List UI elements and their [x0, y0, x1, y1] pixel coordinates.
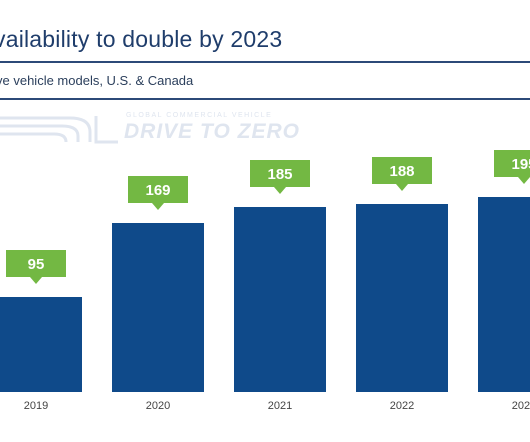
x-tick-2022: 2022 — [390, 400, 414, 412]
chart-subtitle: ve vehicle models, U.S. & Canada — [0, 73, 194, 88]
bar-2023 — [478, 197, 530, 392]
bar-2019 — [0, 297, 82, 392]
title-divider — [0, 61, 530, 63]
bar-2020 — [112, 223, 204, 392]
bar-2021 — [234, 207, 326, 392]
watermark-small-text: GLOBAL COMMERCIAL VEHICLE — [126, 112, 273, 119]
x-tick-2023: 2023 — [512, 400, 530, 412]
bar-2022 — [356, 204, 448, 392]
x-tick-2019: 2019 — [24, 400, 48, 412]
value-label-text-2019: 95 — [28, 256, 45, 273]
value-label-text-2020: 169 — [145, 182, 170, 199]
value-label-text-2023: 195 — [511, 156, 530, 173]
value-label-2019: 95 — [6, 250, 66, 284]
value-label-2023: 195 — [494, 150, 530, 184]
subtitle-divider — [0, 98, 530, 100]
drive-to-zero-logo-icon — [0, 116, 118, 144]
value-label-2020: 169 — [128, 176, 188, 210]
value-label-2021: 185 — [250, 160, 310, 194]
bar-chart: 95 2019 169 2020 185 2021 188 2022 195 2023 — [0, 150, 530, 412]
watermark-brand-text: DRIVE TO ZERO — [124, 120, 300, 143]
value-label-text-2021: 185 — [267, 166, 292, 183]
value-label-2022: 188 — [372, 157, 432, 191]
value-label-text-2022: 188 — [389, 163, 414, 180]
x-tick-2021: 2021 — [268, 400, 292, 412]
chart-title: vailability to double by 2023 — [0, 26, 283, 52]
x-tick-2020: 2020 — [146, 400, 170, 412]
